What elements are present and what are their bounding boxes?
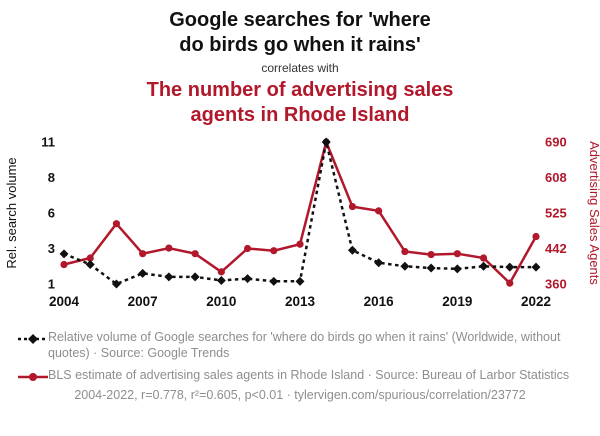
circle-marker-icon <box>375 207 383 215</box>
diamond-marker-icon <box>531 262 541 272</box>
diamond-marker-icon <box>111 279 121 289</box>
circle-marker-icon <box>532 232 540 241</box>
diamond-marker-icon <box>269 276 279 286</box>
circle-marker-icon <box>217 268 225 276</box>
line-chart: 1 3 6 8 11 360 442 525 608 690 2004 2007 2010 2013 201… <box>0 132 600 327</box>
chart-legend: Relative volume of Google searches for '… <box>18 329 582 383</box>
x-axis-tick: 2010 <box>206 294 236 309</box>
diamond-marker-icon <box>347 245 357 255</box>
circle-marker-icon <box>348 202 357 211</box>
circle-marker-icon <box>453 250 461 258</box>
diamond-marker-icon <box>138 268 148 278</box>
right-axis-tick: 690 <box>545 135 567 150</box>
legend-label-search-volume: Relative volume of Google searches for '… <box>48 330 561 361</box>
circle-marker-icon <box>86 254 94 262</box>
legend-item-search-volume: Relative volume of Google searches for '… <box>18 329 582 362</box>
diamond-marker-icon <box>190 272 200 282</box>
diamond-marker-icon <box>243 274 253 284</box>
circle-marker-icon <box>191 250 199 258</box>
circle-marker-icon <box>165 244 173 252</box>
right-axis-tick: 525 <box>545 206 567 221</box>
left-axis-title: Rel. search volume <box>4 157 19 268</box>
chart-title-line2: do birds go when it rains' <box>179 34 421 56</box>
right-axis-tick: 442 <box>545 241 567 256</box>
right-axis-tick: 608 <box>545 170 567 185</box>
circle-marker-icon <box>60 260 68 269</box>
legend-label-ad-agents: BLS estimate of advertising sales agents… <box>48 367 570 382</box>
diamond-marker-icon <box>426 263 436 273</box>
right-axis-title: Advertising Sales Agents <box>587 141 600 285</box>
x-axis-tick: 2016 <box>364 294 395 309</box>
chart-title-line1: Google searches for 'where <box>169 9 431 31</box>
footer-citation: 2004-2022, r=0.778, r²=0.605, p<0.01 · t… <box>74 387 526 402</box>
diamond-marker-icon <box>295 276 305 286</box>
right-axis-tick: 360 <box>545 277 567 292</box>
diamond-marker-icon <box>479 261 489 271</box>
x-axis-tick: 2007 <box>128 294 158 309</box>
diamond-marker-icon <box>85 259 95 269</box>
diamond-marker-icon <box>321 137 331 147</box>
diamond-marker-icon <box>164 272 174 282</box>
x-axis-tick: 2013 <box>285 294 316 309</box>
left-axis-tick: 8 <box>48 170 55 185</box>
circle-marker-icon <box>243 244 252 253</box>
circle-marker-icon <box>401 247 409 256</box>
circle-solid-marker-icon <box>18 372 48 381</box>
chart-subtitle-line2: agents in Rhode Island <box>190 104 410 126</box>
diamond-marker-icon <box>374 258 384 268</box>
x-axis-tick: 2004 <box>49 294 80 309</box>
diamond-marker-icon <box>505 262 515 272</box>
series-line-advertising-sales-agents <box>63 138 538 286</box>
left-axis-tick: 1 <box>48 277 55 292</box>
circle-marker-icon <box>506 279 514 287</box>
series-line-google-search-volume <box>63 141 536 286</box>
legend-item-ad-agents: BLS estimate of advertising sales agents… <box>18 367 582 383</box>
diamond-marker-icon <box>400 261 410 271</box>
left-axis-tick: 6 <box>48 206 55 221</box>
circle-marker-icon <box>112 220 121 228</box>
x-axis-tick: 2019 <box>442 294 472 309</box>
circle-marker-icon <box>139 250 147 258</box>
x-axis-tick: 2022 <box>521 294 551 309</box>
left-axis-tick: 3 <box>48 241 55 256</box>
chart-canvas: 1 3 6 8 11 360 442 525 608 690 2004 2007 2010 2013 201… <box>4 135 600 310</box>
circle-marker-icon <box>270 247 278 255</box>
diamond-marker-icon <box>452 264 462 274</box>
diamond-marker-icon <box>216 275 226 285</box>
circle-marker-icon <box>427 250 435 259</box>
left-axis-tick: 11 <box>41 135 55 150</box>
chart-header: Google searches for 'where do birds go w… <box>0 8 600 128</box>
diamond-marker-icon <box>59 249 69 259</box>
circle-marker-icon <box>479 254 488 262</box>
diamond-dashed-marker-icon <box>18 334 48 344</box>
chart-subtitle-line1: The number of advertising sales <box>146 79 454 101</box>
circle-marker-icon <box>296 240 304 248</box>
correlates-with-label: correlates with <box>261 61 339 75</box>
